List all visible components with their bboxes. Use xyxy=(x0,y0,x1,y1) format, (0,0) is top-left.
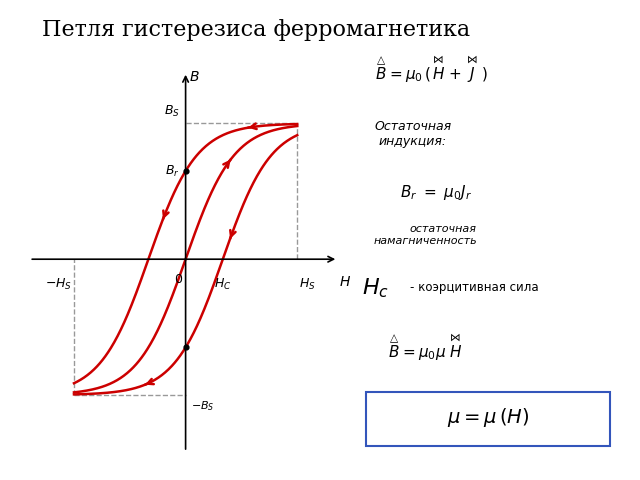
Text: Петля гистерезиса ферромагнетика: Петля гистерезиса ферромагнетика xyxy=(42,19,470,41)
Text: $B_S$: $B_S$ xyxy=(164,104,180,120)
Text: $B$: $B$ xyxy=(189,71,200,84)
Text: $B_r\ =\ \mu_0 J_r$: $B_r\ =\ \mu_0 J_r$ xyxy=(400,182,472,202)
Text: $H_C$: $H_C$ xyxy=(214,277,232,292)
Text: $B_r$: $B_r$ xyxy=(165,163,180,179)
Text: $\overset{\triangle}{B} = \mu_0\,(\overset{\bowtie}{H} + \overset{\bowtie}{J}\,): $\overset{\triangle}{B} = \mu_0\,(\overs… xyxy=(374,54,488,85)
Text: остаточная
намагниченность: остаточная намагниченность xyxy=(373,224,477,246)
FancyBboxPatch shape xyxy=(366,392,610,446)
Text: $H_S$: $H_S$ xyxy=(299,277,316,292)
Text: $\overset{\triangle}{B} = \mu_0\mu\,\overset{\bowtie}{H}$: $\overset{\triangle}{B} = \mu_0\mu\,\ove… xyxy=(387,333,463,363)
Point xyxy=(180,167,191,175)
Text: $H$: $H$ xyxy=(339,276,351,289)
Text: $-B_S$: $-B_S$ xyxy=(191,399,215,413)
Text: $-H_S$: $-H_S$ xyxy=(45,277,72,292)
Text: Остаточная
индукция:: Остаточная индукция: xyxy=(374,120,451,148)
Point xyxy=(180,344,191,351)
Text: - коэрцитивная сила: - коэрцитивная сила xyxy=(410,281,538,295)
Text: 0: 0 xyxy=(174,273,182,286)
Text: $H_c$: $H_c$ xyxy=(362,276,388,300)
Text: $\mu = \mu\,(H)$: $\mu = \mu\,(H)$ xyxy=(447,406,529,429)
